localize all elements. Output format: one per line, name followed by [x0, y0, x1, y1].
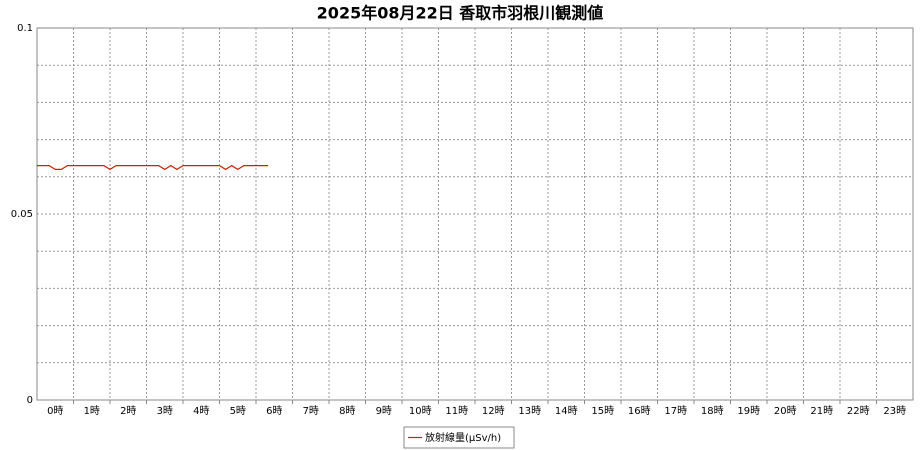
x-tick-label: 11時: [445, 405, 468, 417]
legend-box: [403, 426, 515, 449]
x-tick-label: 2時: [120, 405, 136, 417]
x-tick-label: 5時: [230, 405, 246, 417]
y-tick-label: 0.05: [11, 209, 33, 220]
y-tick-label: 0.1: [17, 23, 33, 34]
x-tick-label: 10時: [409, 405, 432, 417]
chart-title: 2025年08月22日 香取市羽根川観測値: [317, 4, 604, 23]
x-tick-label: 1時: [84, 405, 100, 417]
x-tick-label: 8時: [339, 405, 355, 417]
series-line: [37, 164, 269, 171]
x-tick-label: 22時: [847, 405, 870, 417]
x-tick-label: 16時: [628, 405, 651, 417]
x-tick-label: 14時: [555, 405, 578, 417]
x-tick-label: 18時: [701, 405, 724, 417]
x-tick-label: 3時: [157, 405, 173, 417]
x-tick-label: 4時: [193, 405, 209, 417]
x-tick-label: 13時: [518, 405, 541, 417]
x-tick-label: 12時: [482, 405, 505, 417]
x-tick-label: 6時: [266, 405, 282, 417]
x-tick-label: 9時: [376, 405, 392, 417]
x-tick-label: 7時: [303, 405, 319, 417]
x-tick-label: 19時: [737, 405, 760, 417]
x-tick-label: 23時: [883, 405, 906, 417]
x-tick-label: 20時: [774, 405, 797, 417]
y-tick-label: 0: [27, 395, 33, 406]
x-tick-label: 15時: [591, 405, 614, 417]
legend-label: 放射線量(μSv/h): [425, 431, 501, 444]
x-tick-label: 17時: [664, 405, 687, 417]
x-tick-label: 21時: [810, 405, 833, 417]
x-tick-label: 0時: [47, 405, 63, 417]
plot-frame: [36, 27, 914, 401]
